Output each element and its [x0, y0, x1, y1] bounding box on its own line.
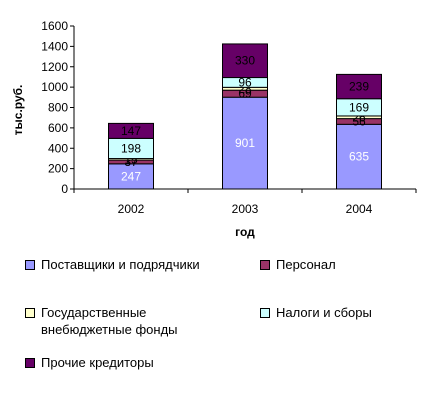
y-tick-label: 600	[48, 121, 68, 135]
y-tick-label: 1400	[41, 39, 68, 53]
y-axis-title: тыс.руб.	[11, 85, 25, 136]
x-tick-label: 2002	[118, 202, 145, 216]
bar-segment	[222, 43, 268, 79]
x-axis-title: год	[235, 225, 255, 239]
x-tick-label: 2004	[346, 202, 373, 216]
bar-segment	[336, 123, 382, 190]
y-tick-label: 1000	[41, 80, 68, 94]
bar-value-label: 247	[121, 169, 141, 183]
y-tick-label: 400	[48, 141, 68, 155]
bar-value-label: 198	[121, 141, 141, 155]
bar-value-label: 96	[238, 75, 252, 89]
bar-value-label: 330	[235, 54, 255, 68]
y-tick-label: 1600	[41, 19, 68, 33]
bar-segment	[336, 73, 382, 100]
bar-segment	[108, 122, 154, 139]
bar-value-label: 901	[235, 136, 255, 150]
bar-value-label: 169	[349, 100, 369, 114]
x-tick-label: 2003	[232, 202, 259, 216]
bar-value-label: 635	[349, 150, 369, 164]
y-tick-label: 0	[61, 182, 68, 196]
bar-segment	[222, 96, 268, 190]
bar-value-label: 147	[121, 124, 141, 138]
bar-segment	[108, 163, 154, 190]
y-tick-label: 1200	[41, 60, 68, 74]
bar-value-label: 239	[349, 80, 369, 94]
y-tick-label: 200	[48, 162, 68, 176]
y-tick-label: 800	[48, 101, 68, 115]
